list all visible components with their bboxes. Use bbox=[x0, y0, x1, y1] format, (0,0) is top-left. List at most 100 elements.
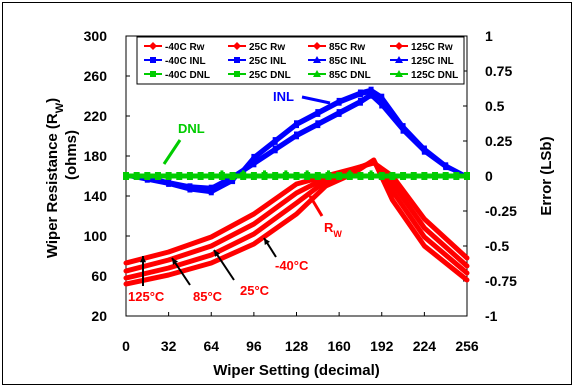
legend-box bbox=[136, 36, 465, 85]
dnl-point bbox=[123, 172, 129, 180]
inl-point bbox=[230, 179, 236, 185]
y2-tick-label: -0.25 bbox=[485, 203, 517, 219]
inl-point bbox=[251, 159, 257, 165]
inl-point bbox=[379, 93, 385, 99]
inl-point bbox=[368, 93, 374, 99]
x-tick-label: 224 bbox=[413, 338, 437, 354]
dnl-point bbox=[400, 172, 407, 180]
inl-point bbox=[336, 97, 342, 103]
y2-tick-label: 0.25 bbox=[485, 133, 512, 149]
x-tick-label: 32 bbox=[161, 338, 177, 354]
inl-point bbox=[379, 103, 385, 109]
dnl-point bbox=[378, 172, 385, 180]
y2-tick-label: -0.75 bbox=[485, 273, 517, 289]
dnl-point bbox=[250, 172, 257, 180]
inl-point bbox=[294, 123, 299, 129]
inl-point bbox=[400, 128, 406, 134]
y2-tick-label: -0.5 bbox=[485, 238, 509, 254]
legend-label: 125C INL bbox=[411, 56, 454, 67]
dnl-point bbox=[133, 172, 140, 180]
legend-marker bbox=[395, 56, 403, 63]
legend-marker bbox=[150, 57, 156, 63]
inl-point bbox=[368, 89, 374, 95]
legend-marker bbox=[233, 42, 241, 50]
y2-tick-label: 1 bbox=[485, 28, 493, 44]
rw-arrow bbox=[308, 195, 324, 217]
x-tick-label: 96 bbox=[246, 338, 262, 354]
dnl-point bbox=[186, 172, 193, 180]
legend-marker bbox=[313, 56, 321, 63]
x-tick-label: 256 bbox=[455, 338, 479, 354]
y2-tick-label: -1 bbox=[485, 308, 498, 324]
inl-point bbox=[208, 190, 214, 196]
dnl-point bbox=[336, 172, 343, 180]
legend-marker bbox=[234, 57, 240, 63]
inl-point bbox=[208, 184, 214, 190]
inl-point bbox=[315, 120, 321, 126]
dnl-point bbox=[314, 172, 321, 180]
legend-label: 85C INL bbox=[329, 56, 366, 67]
dnl-annotation: DNL bbox=[178, 121, 205, 136]
y-tick-label: 140 bbox=[84, 188, 108, 204]
arrow-125c-head bbox=[139, 256, 147, 263]
x-tick-label: 64 bbox=[203, 338, 219, 354]
legend-label: 25C INL bbox=[249, 56, 286, 67]
dnl-point bbox=[144, 172, 151, 180]
inl-point bbox=[379, 96, 385, 102]
x-axis-label: Wiper Setting (decimal) bbox=[213, 362, 380, 379]
y2-axis-label: Error (LSb) bbox=[538, 136, 555, 215]
legend-marker bbox=[313, 42, 321, 50]
y-tick-label: 300 bbox=[84, 28, 108, 44]
dnl-point bbox=[176, 172, 183, 180]
temp-125c-label: 125°C bbox=[128, 289, 165, 304]
legend-label: 85C DNL bbox=[329, 70, 371, 81]
rw-annotation-sub: W bbox=[333, 229, 342, 239]
inl-point bbox=[251, 153, 257, 159]
dnl-point bbox=[442, 172, 449, 180]
inl-arrow bbox=[301, 95, 331, 105]
legend-label: 25C DNL bbox=[249, 70, 291, 81]
dnl-point bbox=[410, 172, 417, 180]
inl-point bbox=[251, 162, 257, 168]
inl-point bbox=[294, 120, 299, 126]
inl-point bbox=[294, 131, 299, 137]
x-tick-label: 160 bbox=[327, 338, 351, 354]
inl-point bbox=[336, 111, 342, 117]
inl-annotation: INL bbox=[273, 89, 294, 104]
y-axis-label-sub: W bbox=[54, 102, 66, 113]
arrow-m40c-head bbox=[264, 238, 270, 245]
inl-point bbox=[272, 139, 278, 145]
dnl-point bbox=[154, 172, 161, 180]
inl-point bbox=[294, 134, 299, 140]
inl-point bbox=[443, 162, 449, 168]
y2-tick-label: 0 bbox=[485, 168, 493, 184]
inl-point bbox=[421, 145, 427, 151]
y-tick-label: 220 bbox=[84, 108, 108, 124]
inl-point bbox=[251, 156, 257, 162]
dnl-point bbox=[432, 172, 439, 180]
legend-label: -40C Rw bbox=[165, 42, 205, 53]
y-tick-label: 260 bbox=[84, 68, 108, 84]
dnl-point bbox=[165, 172, 172, 180]
series-rw-line bbox=[123, 157, 470, 287]
y2-tick-label: 0.5 bbox=[485, 98, 505, 114]
inl-point bbox=[187, 183, 193, 189]
legend-label: 125C DNL bbox=[411, 70, 458, 81]
inl-point bbox=[357, 97, 363, 103]
legend-marker bbox=[395, 70, 403, 77]
legend-label: 125C Rw bbox=[411, 42, 453, 53]
inl-point bbox=[272, 137, 278, 143]
dnl-point bbox=[421, 172, 428, 180]
inl-point bbox=[357, 100, 363, 106]
temp-25c-label: 25°C bbox=[240, 283, 270, 298]
x-tick-label: 128 bbox=[285, 338, 309, 354]
legend: -40C Rw 25C Rw 85C Rw 125C Rw -40C INL 25C IN… bbox=[136, 36, 465, 85]
dnl-point bbox=[389, 172, 396, 180]
inl-point bbox=[315, 123, 321, 129]
dnl-point bbox=[197, 172, 204, 180]
inl-point bbox=[336, 100, 342, 106]
legend-label: 25C Rw bbox=[249, 42, 285, 53]
dnl-point bbox=[464, 172, 470, 180]
series-inl-line bbox=[124, 87, 469, 195]
